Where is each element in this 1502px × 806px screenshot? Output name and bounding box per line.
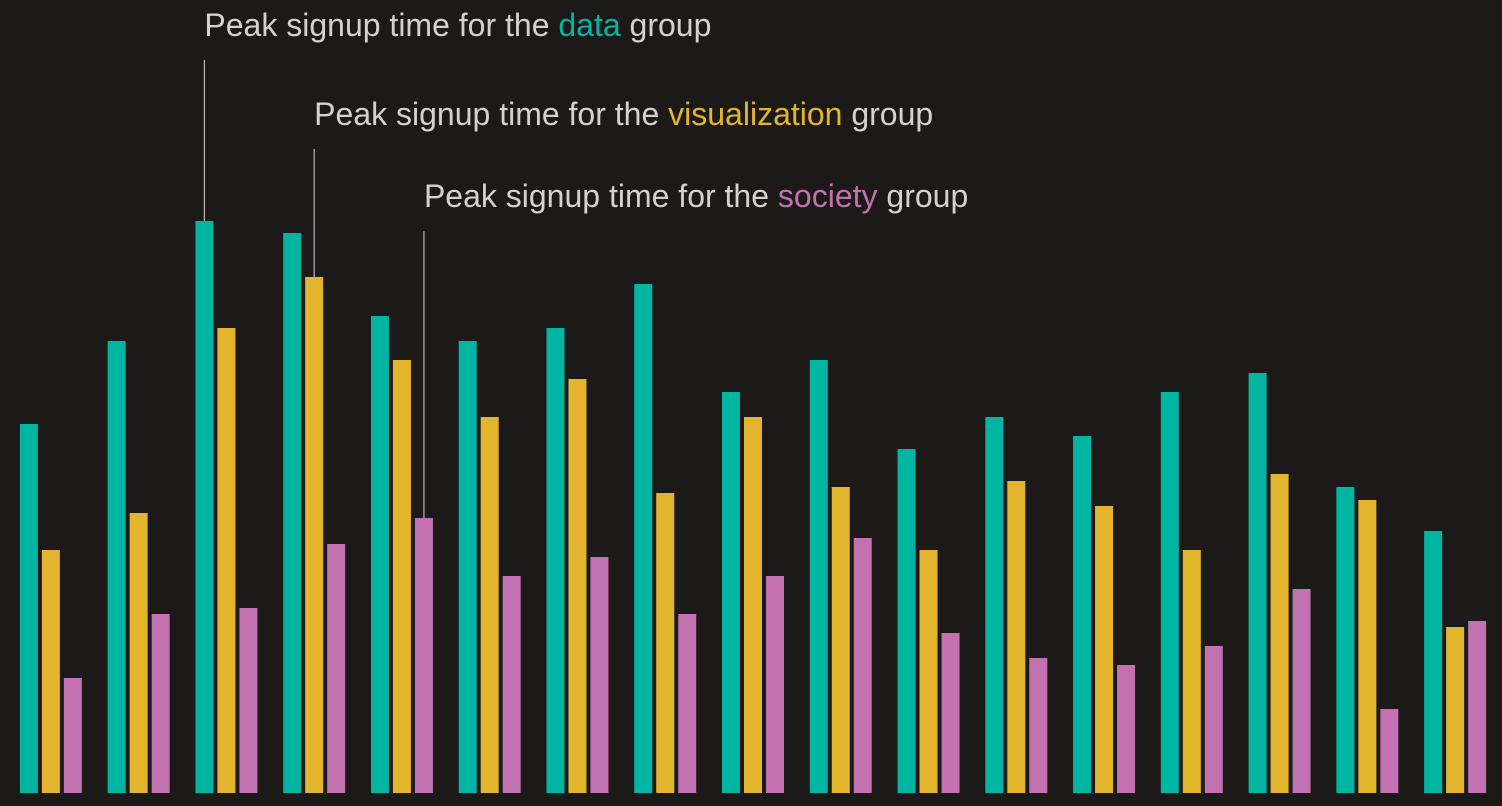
bar [722, 392, 740, 793]
bar [919, 550, 938, 793]
bar [678, 614, 697, 793]
bar [414, 518, 433, 793]
bar [1117, 665, 1136, 793]
bar [634, 284, 653, 793]
annotation: Peak signup time for the data group [204, 7, 711, 43]
bar [129, 513, 148, 793]
bar [41, 550, 60, 793]
annotation-group: society [778, 178, 878, 214]
bar [546, 328, 565, 793]
bar [985, 417, 1004, 793]
bar [1358, 500, 1377, 793]
annotation-group: visualization [668, 96, 842, 132]
bar [370, 316, 389, 793]
annotation-prefix: Peak signup time for the [204, 7, 558, 43]
annotation: Peak signup time for the society group [424, 178, 968, 214]
bar [217, 328, 236, 793]
bar [1446, 627, 1465, 793]
bar [502, 576, 521, 793]
bar [1204, 646, 1223, 793]
bar [480, 417, 499, 793]
bar [744, 417, 762, 793]
bar [1007, 481, 1026, 793]
bar [327, 544, 346, 793]
bar [1095, 506, 1114, 793]
bar [1182, 550, 1201, 793]
bar [19, 424, 38, 793]
bar [1270, 474, 1289, 793]
bar [568, 379, 587, 793]
bar [897, 449, 916, 793]
bar [107, 341, 126, 793]
bar [941, 633, 960, 793]
annotation-suffix: group [878, 178, 969, 214]
bar [656, 493, 675, 793]
bar [195, 221, 214, 793]
bar [809, 360, 828, 793]
bar [1380, 709, 1399, 793]
bar [458, 341, 477, 793]
annotation: Peak signup time for the visualization g… [314, 96, 933, 132]
annotation-suffix: group [621, 7, 712, 43]
bar [1424, 531, 1443, 793]
bar [590, 557, 609, 793]
bar [63, 678, 82, 793]
bar [151, 614, 170, 793]
bar [1073, 436, 1092, 793]
bar [305, 277, 324, 793]
bar [1468, 621, 1487, 793]
bar [239, 608, 258, 793]
bar [766, 576, 784, 793]
bar [831, 487, 850, 793]
annotation-prefix: Peak signup time for the [424, 178, 778, 214]
annotation-group: data [558, 7, 620, 43]
bar [392, 360, 411, 793]
bar [283, 233, 302, 793]
bar [1292, 589, 1311, 793]
annotation-suffix: group [842, 96, 933, 132]
bar [1248, 373, 1267, 793]
bar [1160, 392, 1179, 793]
bar [1029, 658, 1048, 793]
bar [1336, 487, 1355, 793]
annotation-prefix: Peak signup time for the [314, 96, 668, 132]
bar [853, 538, 872, 793]
